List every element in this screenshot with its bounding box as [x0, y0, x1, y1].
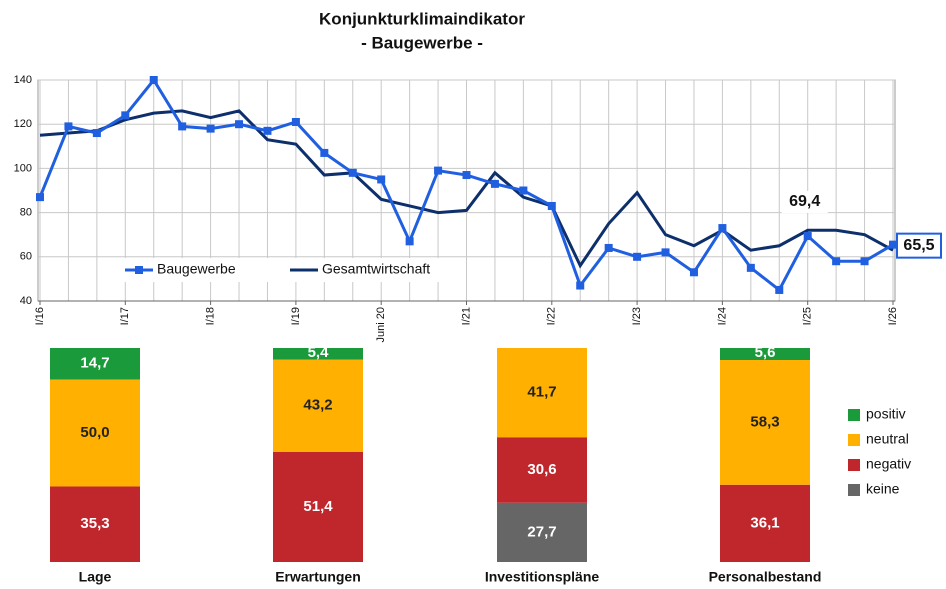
- chart-title: Konjunkturklimaindikator: [319, 9, 525, 28]
- point: [832, 257, 841, 266]
- point: [462, 171, 471, 180]
- point: [348, 168, 357, 177]
- bar-segment: [273, 348, 363, 360]
- point: [746, 263, 755, 272]
- category-label: Erwartungen: [275, 569, 361, 585]
- category-label: Lage: [79, 569, 112, 585]
- bar-segment: [720, 348, 810, 360]
- legend-swatch: [848, 484, 860, 496]
- legend-marker: [135, 266, 143, 274]
- point: [576, 281, 585, 290]
- point: [689, 268, 698, 277]
- legend-swatch: [848, 409, 860, 421]
- x-tick-label: I/25: [802, 307, 814, 325]
- point: [547, 201, 556, 210]
- x-tick-label: I/26: [887, 307, 899, 325]
- x-tick-label: I/23: [631, 307, 643, 325]
- x-tick-label: Juni 20: [375, 307, 387, 342]
- y-tick-label: 140: [14, 74, 32, 86]
- bar-segment: [497, 348, 587, 438]
- point: [36, 193, 44, 202]
- point: [718, 224, 727, 233]
- legend-label: Gesamtwirtschaft: [322, 261, 430, 277]
- value-label: 35,3: [80, 515, 109, 532]
- value-label-bg: [781, 191, 828, 214]
- legend-swatch: [848, 459, 860, 471]
- legend-label: keine: [866, 481, 900, 497]
- y-tick-label: 60: [20, 251, 32, 263]
- x-tick-label: I/19: [290, 307, 302, 325]
- value-label: 50,0: [80, 424, 109, 441]
- value-label: 14,7: [80, 355, 109, 372]
- point: [661, 248, 670, 257]
- value-label: 51,4: [303, 498, 333, 515]
- legend-label: negativ: [866, 456, 911, 472]
- point: [235, 120, 244, 129]
- chart-subtitle: - Baugewerbe -: [361, 33, 483, 52]
- legend-label: neutral: [866, 431, 909, 447]
- x-tick-label: I/17: [119, 307, 131, 325]
- bar-segment: [273, 452, 363, 562]
- point: [64, 122, 73, 131]
- point: [291, 117, 300, 126]
- point: [92, 129, 101, 138]
- point: [490, 179, 499, 188]
- value-label: 27,7: [527, 523, 556, 540]
- bar-segment: [50, 486, 140, 562]
- value-label: 5,6: [755, 344, 776, 361]
- legend-swatch: [848, 434, 860, 446]
- x-tick-label: I/18: [205, 307, 217, 325]
- x-tick-label: I/22: [546, 307, 558, 325]
- point: [377, 175, 386, 184]
- point: [803, 232, 812, 241]
- value-label: 30,6: [527, 461, 556, 478]
- value-label: 65,5: [903, 237, 934, 254]
- y-tick-label: 80: [20, 207, 32, 219]
- bar-segment: [273, 359, 363, 453]
- bar-segment: [497, 502, 587, 562]
- bar-segment: [50, 379, 140, 487]
- bar-segment: [50, 348, 140, 380]
- value-label-box: [896, 232, 942, 259]
- value-label: 43,2: [303, 397, 332, 414]
- point: [178, 122, 187, 131]
- y-tick-label: 100: [14, 162, 32, 174]
- point: [633, 252, 642, 261]
- point: [405, 237, 414, 246]
- category-label: Investitionspläne: [485, 569, 600, 585]
- legend-label: positiv: [866, 406, 906, 422]
- point: [860, 257, 869, 266]
- value-label: 58,3: [750, 413, 779, 430]
- y-tick-label: 120: [14, 118, 32, 130]
- series-line: [39, 109, 894, 269]
- point: [775, 285, 784, 294]
- x-tick-label: I/16: [34, 307, 46, 325]
- point: [206, 124, 215, 133]
- category-label: Personalbestand: [709, 569, 822, 585]
- point: [263, 126, 272, 135]
- y-tick-label: 40: [20, 295, 32, 307]
- bar-segment: [720, 484, 810, 562]
- bar-segment: [720, 359, 810, 485]
- value-label: 69,4: [789, 193, 820, 210]
- point: [889, 240, 897, 249]
- point: [604, 243, 613, 252]
- x-tick-label: I/24: [716, 307, 728, 325]
- bar-segment: [497, 437, 587, 503]
- value-label: 36,1: [750, 514, 779, 531]
- point: [519, 186, 528, 195]
- value-label: 5,4: [308, 344, 330, 361]
- legend-label: Baugewerbe: [157, 261, 236, 277]
- x-tick-label: I/21: [460, 307, 472, 325]
- point: [121, 111, 130, 120]
- value-label: 41,7: [527, 384, 556, 401]
- point: [434, 166, 443, 175]
- point: [320, 148, 329, 157]
- point: [149, 76, 158, 84]
